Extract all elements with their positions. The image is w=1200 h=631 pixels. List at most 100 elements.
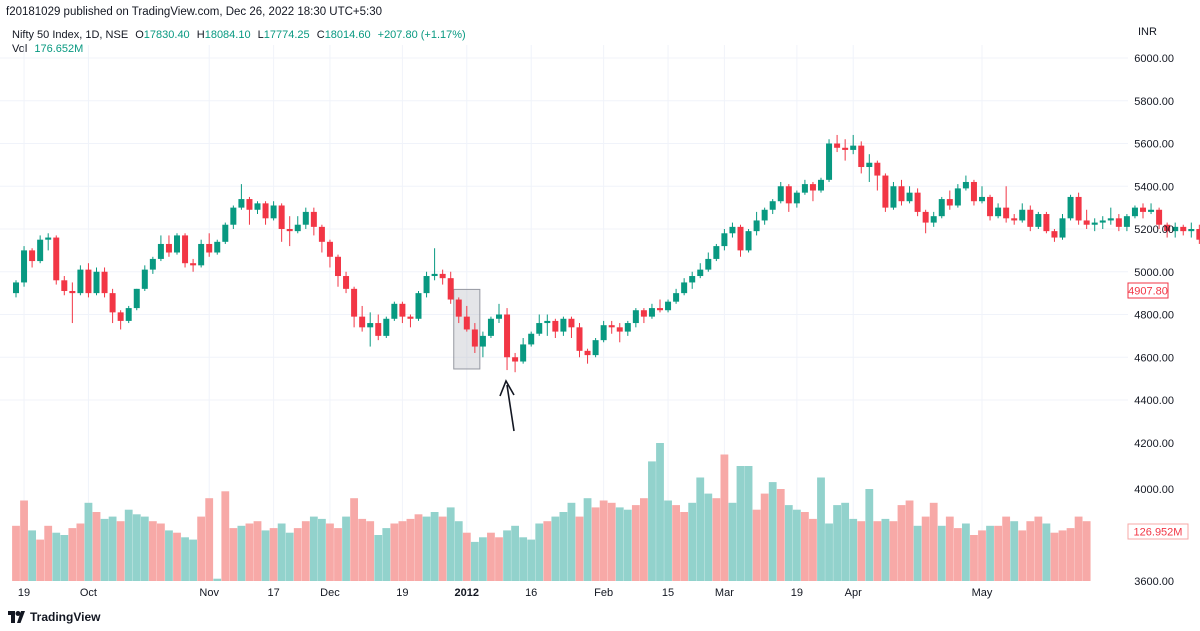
candle bbox=[1075, 192, 1082, 225]
candle-body bbox=[1011, 218, 1018, 221]
time-tick-label: Feb bbox=[594, 587, 613, 599]
candle bbox=[423, 271, 430, 298]
price-tick-label: 5600.00 bbox=[1134, 139, 1174, 151]
time-tick-label: 19 bbox=[791, 587, 803, 599]
candle-body bbox=[914, 192, 921, 212]
candle bbox=[1123, 214, 1130, 232]
candle bbox=[447, 271, 454, 304]
time-tick-label: 16 bbox=[525, 587, 537, 599]
candle bbox=[536, 314, 543, 336]
candle-body bbox=[576, 327, 583, 351]
candle bbox=[214, 239, 221, 255]
candle bbox=[206, 233, 213, 257]
volume-bar bbox=[108, 516, 117, 581]
candle bbox=[689, 271, 696, 289]
candle-body bbox=[890, 186, 897, 208]
volume-bar bbox=[801, 512, 809, 581]
time-tick-label: Dec bbox=[320, 587, 340, 599]
candle-body bbox=[117, 312, 124, 321]
currency-label: INR bbox=[1138, 26, 1157, 38]
candle bbox=[801, 179, 808, 195]
candle-body bbox=[1067, 196, 1074, 219]
candle bbox=[278, 203, 285, 242]
volume-bar bbox=[648, 461, 656, 581]
candle-body bbox=[1075, 196, 1082, 221]
candle-body bbox=[286, 229, 293, 232]
candle bbox=[1164, 222, 1171, 238]
volume-bar bbox=[599, 500, 608, 581]
volume-bar bbox=[1066, 528, 1075, 581]
volume-bar bbox=[986, 525, 994, 581]
candle-body bbox=[874, 162, 881, 176]
volume-bar bbox=[664, 500, 672, 581]
footer-brand[interactable]: TradingView bbox=[8, 610, 100, 624]
volume-bar bbox=[277, 523, 286, 581]
candle bbox=[600, 320, 607, 343]
candle-body bbox=[198, 243, 205, 266]
volume-bar bbox=[712, 498, 721, 581]
candle bbox=[471, 323, 478, 353]
candle-body bbox=[987, 196, 994, 217]
candle-body bbox=[1180, 226, 1187, 232]
price-tick-label: 4600.00 bbox=[1134, 352, 1174, 364]
volume-bar bbox=[559, 512, 568, 581]
volume-bar bbox=[197, 516, 206, 581]
candle bbox=[286, 216, 293, 247]
candle bbox=[165, 235, 172, 257]
volume-label[interactable]: Vol bbox=[12, 43, 28, 55]
volume-bar bbox=[326, 523, 334, 581]
candle-body bbox=[1059, 218, 1066, 238]
last-price-label: 4907.80 bbox=[1128, 286, 1168, 298]
candle bbox=[455, 297, 462, 324]
candle-body bbox=[624, 323, 631, 332]
candle bbox=[882, 173, 889, 212]
candle bbox=[149, 256, 156, 274]
candle bbox=[125, 305, 132, 324]
candle-body bbox=[898, 186, 905, 202]
candle-body bbox=[455, 299, 462, 317]
candle bbox=[21, 246, 28, 287]
candle-body bbox=[222, 224, 229, 242]
price-tick-label: 5800.00 bbox=[1134, 96, 1174, 108]
candle-body bbox=[77, 269, 84, 294]
candle-body bbox=[600, 325, 607, 341]
open-key: O bbox=[135, 29, 144, 41]
volume-bar bbox=[470, 541, 479, 581]
candle-body bbox=[834, 143, 841, 148]
candle bbox=[85, 263, 92, 298]
time-axis[interactable]: 19 Oct Nov 17 Dec 19 2012 16 Feb 15 Mar 19 Apr May bbox=[18, 587, 993, 599]
candle-body bbox=[29, 250, 36, 262]
volume-bar bbox=[406, 518, 415, 581]
candle bbox=[568, 316, 575, 339]
volume-bar bbox=[881, 518, 890, 581]
volume-bar bbox=[245, 523, 254, 581]
volume-bar bbox=[623, 509, 632, 581]
candle-body bbox=[101, 271, 108, 294]
candle-body bbox=[979, 196, 985, 202]
time-tick-label: 19 bbox=[18, 587, 30, 599]
volume-value: 176.652M bbox=[34, 43, 84, 55]
candle bbox=[1172, 222, 1179, 238]
volume-bar bbox=[124, 509, 133, 581]
candle-body bbox=[528, 333, 535, 345]
candle-body bbox=[1107, 218, 1114, 221]
close-value: 18014.60 bbox=[324, 29, 371, 41]
volume-bar bbox=[913, 525, 922, 581]
candle bbox=[1099, 216, 1106, 229]
price-axis[interactable]: INR 4400.00 4600.00 4800.00 5000.00 5200.00 5… bbox=[1134, 26, 1174, 407]
candle-body bbox=[689, 276, 696, 283]
candle bbox=[648, 303, 655, 319]
volume-bar bbox=[970, 535, 978, 581]
volume-bar bbox=[889, 521, 898, 581]
symbol-label[interactable]: Nifty 50 Index, 1D, NSE bbox=[12, 29, 129, 41]
candle-body bbox=[1043, 214, 1050, 232]
candle bbox=[335, 254, 341, 287]
volume-bar bbox=[817, 477, 825, 581]
volume-bar bbox=[414, 514, 423, 581]
volume-bar bbox=[873, 521, 882, 581]
volume-bar bbox=[350, 498, 358, 581]
candle-body bbox=[190, 263, 197, 266]
candle bbox=[407, 314, 414, 328]
time-tick-label: 17 bbox=[267, 587, 279, 599]
